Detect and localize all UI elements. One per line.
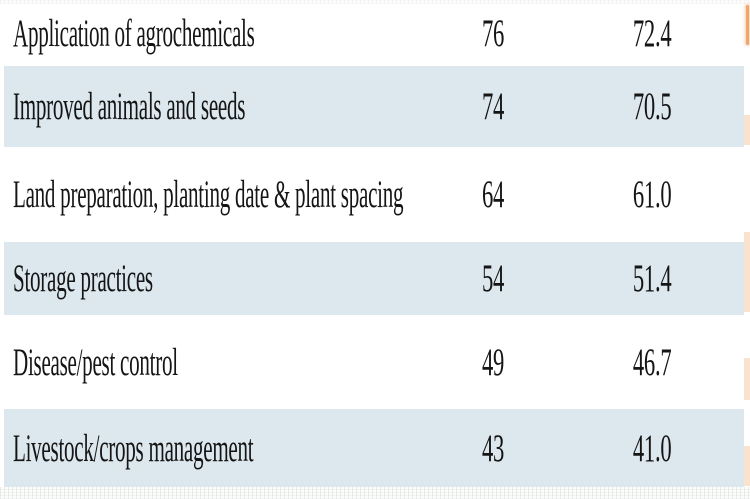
- table-row: Application of agrochemicals 76 72.4: [0, 0, 750, 66]
- frequency-cell: 49: [420, 343, 565, 382]
- frequency-value: 43: [481, 426, 504, 470]
- row-highlight-mark: [744, 446, 750, 486]
- practice-label-cell: Disease/pest control: [0, 343, 420, 382]
- percentage-cell: 51.4: [565, 259, 740, 298]
- percentage-value: 41.0: [633, 426, 672, 470]
- row-highlight-mark: [744, 232, 750, 312]
- percentage-cell: 72.4: [565, 14, 740, 53]
- percentage-cell: 46.7: [565, 343, 740, 382]
- scan-edge-texture: [0, 0, 750, 4]
- row-highlight-mark: [746, 5, 749, 45]
- table-row: Land preparation, planting date & plant …: [0, 147, 750, 242]
- frequency-cell: 64: [420, 175, 565, 214]
- frequency-value: 49: [481, 340, 504, 384]
- frequency-value: 74: [481, 85, 504, 128]
- practice-label: Livestock/crops management: [13, 426, 254, 470]
- frequency-value: 76: [481, 11, 504, 55]
- practice-label-cell: Improved animals and seeds: [0, 87, 420, 126]
- percentage-value: 72.4: [633, 11, 672, 55]
- percentage-value: 61.0: [633, 173, 672, 216]
- practice-label-cell: Storage practices: [0, 259, 420, 298]
- practice-label-cell: Application of agrochemicals: [0, 14, 420, 53]
- table-row: Storage practices 54 51.4: [0, 242, 750, 315]
- table-row: Livestock/crops management 43 41.0: [0, 409, 750, 487]
- practice-label: Application of agrochemicals: [13, 11, 255, 55]
- practice-label-cell: Livestock/crops management: [0, 429, 420, 468]
- percentage-cell: 70.5: [565, 87, 740, 126]
- practice-label-cell: Land preparation, planting date & plant …: [0, 175, 420, 214]
- scan-edge-texture: [0, 487, 750, 499]
- practice-label: Improved animals and seeds: [13, 85, 246, 128]
- row-highlight-mark: [744, 115, 750, 145]
- row-highlight-mark: [744, 358, 750, 400]
- percentage-value: 51.4: [633, 257, 672, 300]
- practice-label: Land preparation, planting date & plant …: [13, 173, 404, 216]
- practice-label: Disease/pest control: [13, 340, 178, 384]
- percentage-cell: 41.0: [565, 429, 740, 468]
- percentage-value: 70.5: [633, 85, 672, 128]
- frequency-value: 54: [481, 257, 504, 300]
- frequency-cell: 54: [420, 259, 565, 298]
- table-row: Disease/pest control 49 46.7: [0, 315, 750, 409]
- percentage-value: 46.7: [633, 340, 672, 384]
- frequency-cell: 76: [420, 14, 565, 53]
- frequency-cell: 74: [420, 87, 565, 126]
- percentage-cell: 61.0: [565, 175, 740, 214]
- practice-label: Storage practices: [13, 257, 153, 300]
- table-row: Improved animals and seeds 74 70.5: [0, 66, 750, 147]
- frequency-value: 64: [481, 173, 504, 216]
- frequency-cell: 43: [420, 429, 565, 468]
